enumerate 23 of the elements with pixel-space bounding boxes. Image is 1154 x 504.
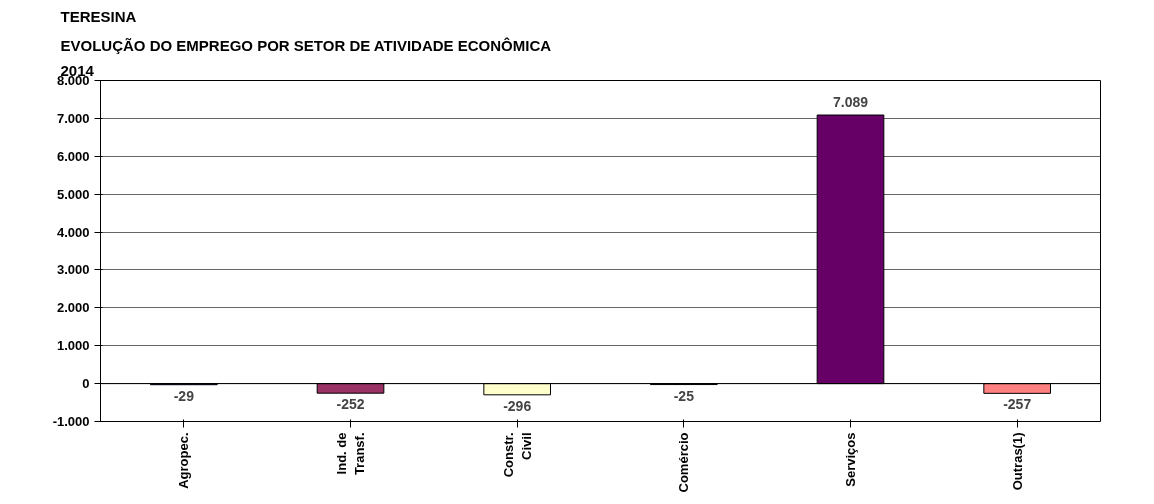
chart-title: TERESINA <box>60 7 137 25</box>
data-label: -257 <box>1003 396 1032 413</box>
y-tick-label: 7.000 <box>56 110 90 126</box>
y-tick-label: 2.000 <box>56 300 90 316</box>
x-tick-label: Agropec. <box>176 432 192 489</box>
y-tick-label: 1.000 <box>56 338 90 354</box>
x-tick-label: Ind. de Transf. <box>334 432 367 476</box>
x-tick-label: Comércio <box>676 432 692 493</box>
data-label: -25 <box>673 387 695 404</box>
x-tick-label: Outras(1) <box>1009 432 1025 491</box>
y-tick-label: 0 <box>82 376 90 392</box>
data-label: -296 <box>503 397 532 414</box>
x-tick-label: Constr. Civil <box>500 432 534 478</box>
data-label: -252 <box>336 396 365 413</box>
y-tick-label: 6.000 <box>56 148 90 164</box>
x-tick-label: Serviços <box>843 432 858 487</box>
y-tick-label: -1.000 <box>52 414 90 429</box>
y-tick-label: 3.000 <box>56 262 90 278</box>
chart-subtitle: EVOLUÇÃO DO EMPREGO POR SETOR DE ATIVIDADE ECONÔMICA <box>60 36 552 54</box>
data-label: -29 <box>173 387 195 404</box>
data-label: 7.089 <box>832 94 869 111</box>
y-tick-label: 5.000 <box>56 186 90 202</box>
y-tick-label: 4.000 <box>56 224 90 240</box>
